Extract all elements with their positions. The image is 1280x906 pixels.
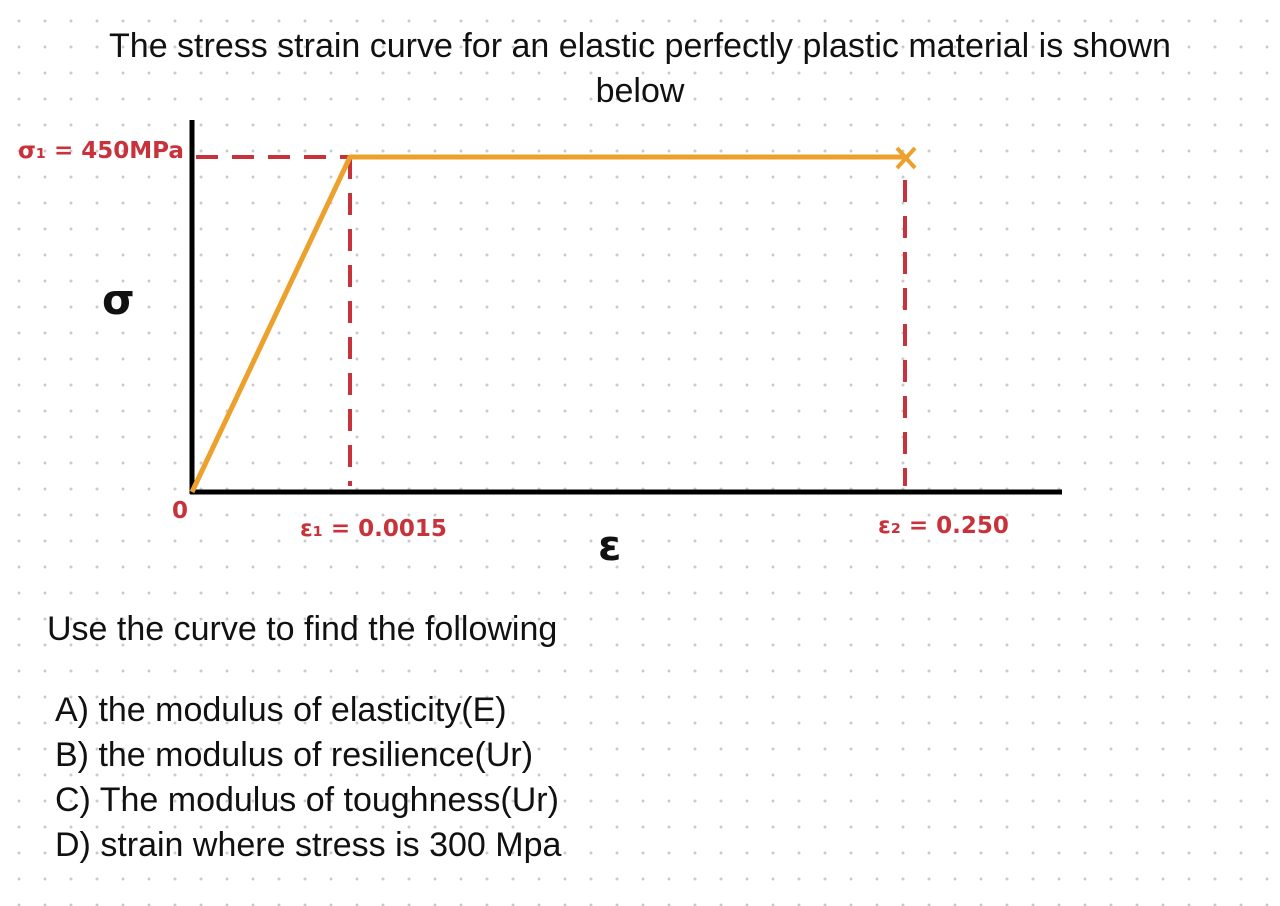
prompt: Use the curve to find the following [47,610,558,648]
yield-stress-label: σ₁ = 450MPa [18,138,184,164]
title: The stress strain curve for an elastic p… [109,27,1171,110]
strain-1-label: ε₁ = 0.0015 [300,516,447,542]
strain-axis-label: ε [598,521,621,570]
question: C) The modulus of toughness(Ur) [55,781,559,819]
diagram: σ₁ = 450MPa σ 0 ε₁ = 0.0015 ε ε₂ = 0.250 [18,120,1062,570]
question: D) strain where stress is 300 Mpa [55,826,562,864]
question: B) the modulus of resilience(Ur) [55,736,534,774]
fracture-mark [895,146,917,170]
strain-2-label: ε₂ = 0.250 [878,513,1009,539]
origin-label: 0 [172,498,188,524]
stress-axis-label: σ [102,275,135,324]
question: A) the modulus of elasticity(E) [55,691,507,729]
question-list: A) the modulus of elasticity(E) B) the mo… [55,688,561,868]
stress-strain-curve [189,154,905,494]
